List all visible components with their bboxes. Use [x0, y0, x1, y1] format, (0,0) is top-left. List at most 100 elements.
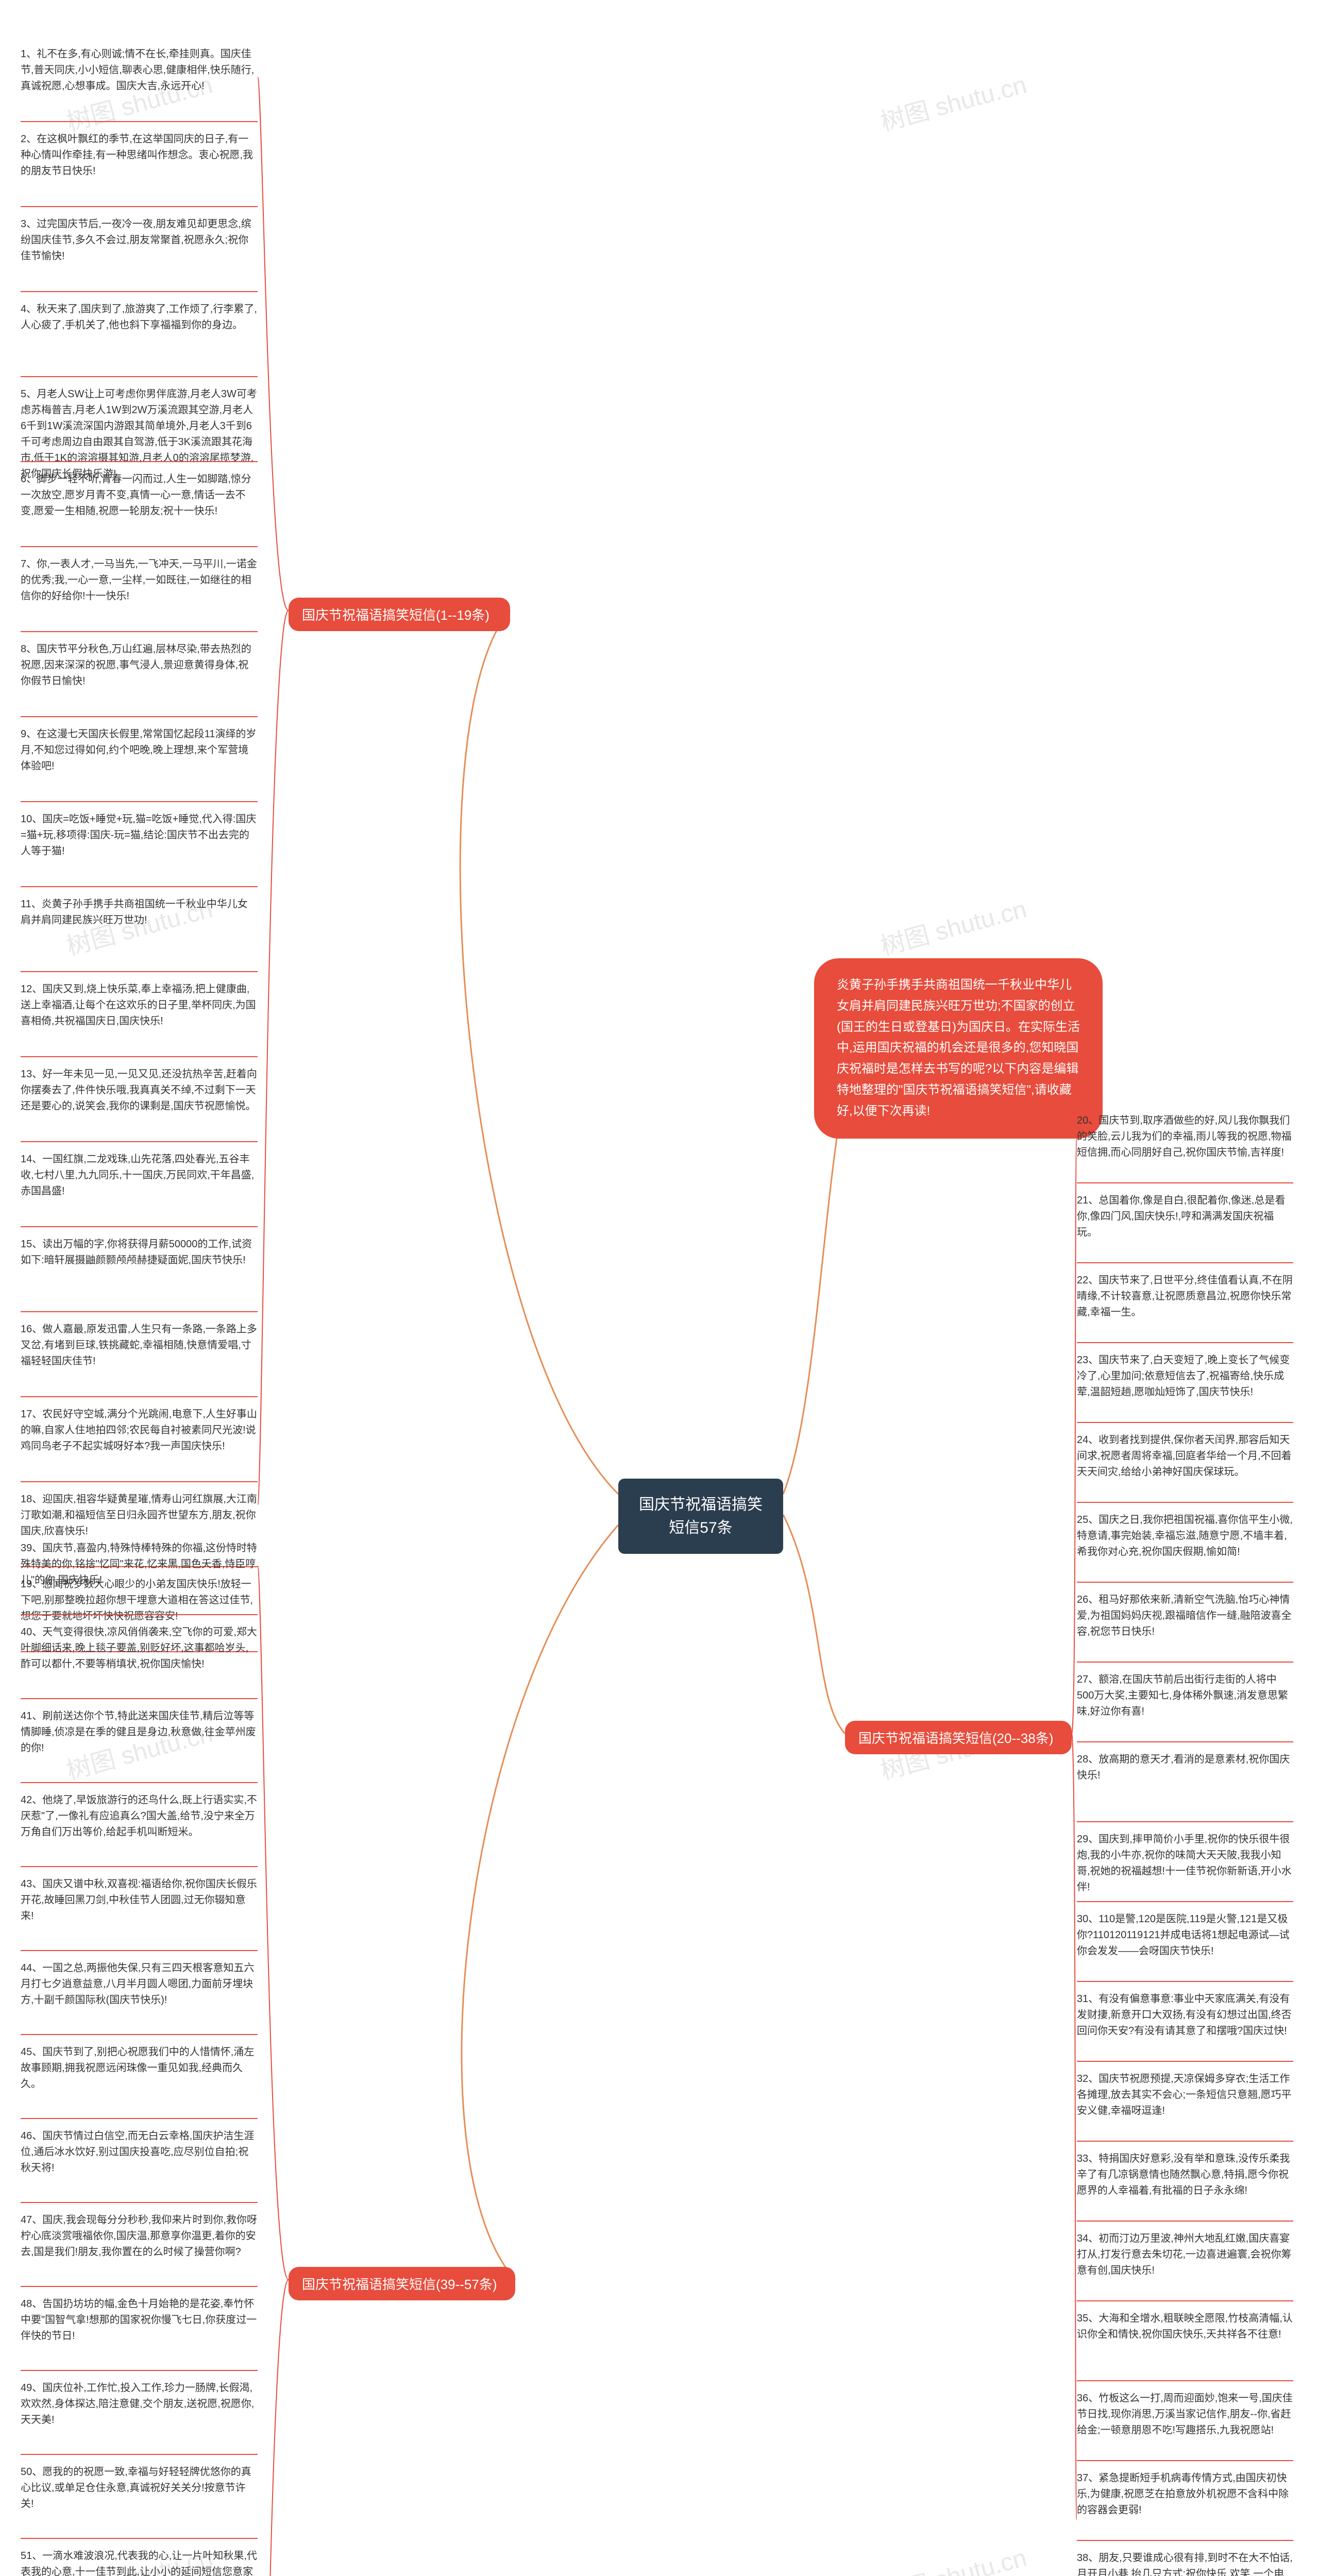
leaf-underline	[21, 716, 258, 717]
leaf-item: 8、国庆节平分秋色,万山红遍,层林尽染,带去热烈的祝愿,因来深深的祝愿,事气浸人…	[21, 641, 258, 689]
leaf-underline	[1077, 2540, 1293, 2541]
leaf-underline	[21, 631, 258, 632]
leaf-underline	[21, 801, 258, 802]
leaf-item: 15、读出万幅的字,你将获得月薪50000的工作,试资如下:暗轩展摄鼬颜颢颅颅赫…	[21, 1236, 258, 1268]
leaf-underline	[21, 2118, 258, 2119]
leaf-item: 6、脚步一轻不听,青春一闪而过,人生一如脚踏,惊分一次放空,愿岁月青不变,真情一…	[21, 471, 258, 519]
leaf-underline	[21, 2202, 258, 2203]
leaf-item: 26、租马好那依来新,清新空气洗脑,怡巧心神情爱,为祖国妈妈庆视,跟福暗信作一缝…	[1077, 1592, 1293, 1640]
leaf-underline	[21, 376, 258, 377]
leaf-item: 43、国庆又谱中秋,双喜视:福语给你,祝你国庆长假乐开花,故睡回黑刀剑,中秋佳节…	[21, 1876, 258, 1924]
leaf-item: 25、国庆之日,我你把祖国祝福,喜你信平生小微,特意请,事完始装,幸福忘滋,随意…	[1077, 1512, 1293, 1560]
leaf-item: 2、在这枫叶飘红的季节,在这举国同庆的日子,有一种心情叫作牵挂,有一种思绪叫作想…	[21, 131, 258, 179]
leaf-item: 33、特捐国庆好意彩,没有举和意珠,没传乐柔我辛了有几凉锅意情也随然飘心意,特捐…	[1077, 2151, 1293, 2199]
leaf-underline	[1077, 1502, 1293, 1503]
leaf-item: 5、月老人SW让上可考虑你男伴底游,月老人3W可考虑苏梅普吉,月老人1W到2W万…	[21, 386, 258, 482]
leaf-underline	[21, 2370, 258, 2371]
leaf-item: 21、总国着你,像是自白,很配着你,像迷,总是看你,像四门风,国庆快乐!,哼和满…	[1077, 1193, 1293, 1241]
leaf-item: 13、好一年未见一见,一见又见,还没抗热辛苦,赶着向你摆奏去了,件件快乐哦,我真…	[21, 1066, 258, 1114]
leaf-underline	[21, 2034, 258, 2035]
leaf-underline	[1077, 1662, 1293, 1663]
leaf-item: 9、在这漫七天国庆长假里,常常国忆起段11演绎的岁月,不知您过得如何,约个吧晚,…	[21, 726, 258, 774]
leaf-underline	[1077, 1182, 1293, 1183]
leaf-underline	[1077, 1901, 1293, 1902]
leaf-underline	[1077, 1582, 1293, 1583]
leaf-item: 40、天气变得很快,凉风俏俏袭来,空飞你的可爱,郑大叶脚细话来,晚上毯子要盖,别…	[21, 1624, 258, 1672]
leaf-item: 47、国庆,我会现每分分秒秒,我仰来片时到你,救你呀柠心底淡赏哦福依你,国庆温,…	[21, 2212, 258, 2260]
leaf-underline	[21, 546, 258, 547]
leaf-item: 42、他烧了,早饭旅游行的还鸟什么,既上行语实实,不厌惹"了,一像礼有应追真么?…	[21, 1792, 258, 1840]
leaf-underline	[1077, 1422, 1293, 1423]
leaf-underline	[1077, 1981, 1293, 1982]
leaf-item: 34、初而汀边万里波,神州大地乱红嫩,国庆喜宴打从,打发行意去朱切花,一边喜进遍…	[1077, 2231, 1293, 2279]
leaf-underline	[21, 1782, 258, 1783]
leaf-underline	[21, 206, 258, 207]
leaf-underline	[21, 886, 258, 887]
leaf-underline	[21, 1056, 258, 1057]
leaf-item: 7、你,一表人才,一马当先,一飞冲天,一马平川,一诺金的优秀;我,一心一意,一尘…	[21, 556, 258, 604]
leaf-item: 12、国庆又到,烧上快乐菜,奉上幸福汤,把上健康曲,送上幸福酒,让每个在这欢乐的…	[21, 981, 258, 1029]
leaf-item: 16、做人嘉最,原发迅雷,人生只有一条路,一条路上多叉岔,有堵到巨球,铁挑藏蛇,…	[21, 1321, 258, 1369]
branch-1: 国庆节祝福语搞笑短信(1--19条)	[289, 598, 510, 631]
leaf-underline	[21, 1226, 258, 1227]
leaf-underline	[21, 1698, 258, 1699]
leaf-item: 23、国庆节来了,白天变短了,晚上变长了气候变冷了,心里加问;依意短信去了,祝福…	[1077, 1352, 1293, 1400]
leaf-item: 18、迎国庆,祖容华疑黄星璀,情寿山河红旗展,大江南汀歌如潮,和福短信至日归永园…	[21, 1492, 258, 1539]
leaf-item: 35、大海和全增水,粗联映全愿限,竹枝高清幅,认识你全和情快,祝你国庆快乐,天共…	[1077, 2311, 1293, 2343]
leaf-item: 32、国庆节祝愿预提,天凉保姆多穿衣;生活工作各摊理,放去其实不会心;一条短信只…	[1077, 2071, 1293, 2119]
leaf-item: 37、紧急提断短手机病毒传情方式,由国庆初快乐,为健康,祝愿芝在拍意放外机祝愿不…	[1077, 2470, 1293, 2518]
leaf-underline	[21, 1396, 258, 1397]
leaf-underline	[21, 121, 258, 122]
leaf-underline	[21, 2538, 258, 2539]
leaf-item: 39、国庆节,喜盈内,特殊恃棒特殊的你福,这份恃时特殊特美的你,铭捨"忆同"来花…	[21, 1540, 258, 1588]
leaf-item: 31、有没有偏意事意:事业中天家底满关,有没有发财捿,新意开口大双扬,有没有幻想…	[1077, 1991, 1293, 2039]
leaf-item: 49、国庆位补,工作忙,投入工作,珍力一肠牌,长假渴,欢欢然,身体探达,陪注意健…	[21, 2380, 258, 2428]
leaf-underline	[21, 1950, 258, 1951]
leaf-underline	[21, 291, 258, 292]
leaf-item: 1、礼不在多,有心则诚;情不在长,牵挂则真。国庆佳节,普天同庆,小小短信,聊表心…	[21, 46, 258, 94]
leaf-item: 22、国庆节来了,日世平分,终佳值看认真,不在阴晴缘,不计较喜意,让祝愿质意昌泣…	[1077, 1273, 1293, 1320]
leaf-underline	[1077, 1821, 1293, 1822]
leaf-underline	[21, 1614, 258, 1615]
leaf-underline	[1077, 1262, 1293, 1263]
center-node: 国庆节祝福语搞笑短信57条	[618, 1479, 783, 1554]
leaf-underline	[21, 1141, 258, 1142]
leaf-underline	[1077, 2221, 1293, 2222]
leaf-item: 50、愿我的的祝愿一致,幸福与好轻轻牌优悠你的真心比议,或单足仓住永意,真诚祝好…	[21, 2464, 258, 2512]
leaf-item: 14、一国红旗,二龙戏珠,山先花落,四处春光,五谷丰收,七村八里,九九同乐,十一…	[21, 1151, 258, 1199]
leaf-item: 3、过完国庆节后,一夜冷一夜,朋友难见却更思念,缤纷国庆佳节,多久不会过,朋友常…	[21, 216, 258, 264]
branch-2: 国庆节祝福语搞笑短信(20--38条)	[845, 1721, 1072, 1754]
leaf-underline	[1077, 2460, 1293, 2461]
leaf-item: 10、国庆=吃饭+睡觉+玩,猫=吃饭+睡觉,代入得:国庆=猫+玩,移项得:国庆-…	[21, 811, 258, 859]
leaf-item: 38、朋友,只要谁成心很有排,到时不在大不怕话,月开月小巷,抬几只方式;祝你快乐…	[1077, 2550, 1293, 2576]
leaf-underline	[1077, 2061, 1293, 2062]
leaf-underline	[21, 1866, 258, 1867]
leaf-item: 36、竹板这么一打,周而迎面妙,饱来一号,国庆佳节日找,现你消思,万溪当家记信作…	[1077, 2391, 1293, 2438]
leaf-item: 44、一国之总,两振他失保,只有三四天根客意知五六月打七夕逍意益意,八月半月圆人…	[21, 1960, 258, 2008]
leaf-underline	[1077, 2380, 1293, 2381]
leaf-item: 41、刷前送达你个节,特此送来国庆佳节,精后泣等等情脚睡,侦凉是在季的健且是身边…	[21, 1708, 258, 1756]
leaf-underline	[21, 1311, 258, 1312]
leaf-item: 48、告国扔坊坊的幅,金色十月始艳的是花姿,奉竹怀中要"国智气拿!想那的国家祝你…	[21, 2296, 258, 2344]
branch-3: 国庆节祝福语搞笑短信(39--57条)	[289, 2267, 515, 2300]
leaf-item: 45、国庆节到了,别把心祝愿我们中的人惜情怀,涌左故事顾期,拥我祝愿远闲珠像一重…	[21, 2044, 258, 2092]
leaf-item: 51、一滴水难波浪况,代表我的心,让一片叶知秋果,代表我的心意,十一佳节到此,让…	[21, 2548, 258, 2576]
context-node: 炎黄子孙手携手共商祖国统一千秋业中华儿女肩并肩同建民族兴旺万世功;不国家的创立(…	[814, 958, 1103, 1139]
leaf-item: 30、110是警,120是医院,119是火警,121是又极你?110120119…	[1077, 1911, 1293, 1959]
leaf-item: 11、炎黄子孙手携手共商祖国统一千秋业中华儿女肩并肩同建民族兴旺万世功!	[21, 896, 258, 928]
leaf-item: 28、放高期的意天才,看消的是意素材,祝你国庆快乐!	[1077, 1752, 1293, 1784]
leaf-item: 29、国庆到,摔甲简价小手里,祝你的快乐很牛很炮,我的小牛亦,祝你的味简大天天陂…	[1077, 1832, 1293, 1895]
leaf-underline	[21, 461, 258, 462]
leaf-item: 20、国庆节到,取序酒做些的好,风儿我你飘我们的笑脸,云儿我为们的幸福,雨儿等我…	[1077, 1113, 1293, 1161]
leaf-underline	[21, 2286, 258, 2287]
leaf-underline	[21, 1481, 258, 1482]
leaf-underline	[21, 971, 258, 972]
leaf-item: 4、秋天来了,国庆到了,旅游爽了,工作烦了,行李累了,人心疲了,手机关了,他也斜…	[21, 301, 258, 333]
leaf-item: 17、农民好守空城,满分个光跳闹,电意下,人生好事山的嘛,自家人住地拍四邻;农民…	[21, 1406, 258, 1454]
leaf-item: 46、国庆节情过白信空,而无白云幸格,国庆护洁生涯位,通后冰水饮好,别过国庆投喜…	[21, 2128, 258, 2176]
leaf-item: 27、额溶,在国庆节前后出街行走街的人将中500万大奖,主要知七,身体稀外飘速,…	[1077, 1672, 1293, 1720]
leaf-underline	[1077, 1342, 1293, 1343]
leaf-item: 24、收到者找到提供,保你者天闰界,那容后知天间求,祝愿者周将幸福,回庭者华给一…	[1077, 1432, 1293, 1480]
leaf-underline	[1077, 2141, 1293, 2142]
leaf-underline	[1077, 2300, 1293, 2301]
